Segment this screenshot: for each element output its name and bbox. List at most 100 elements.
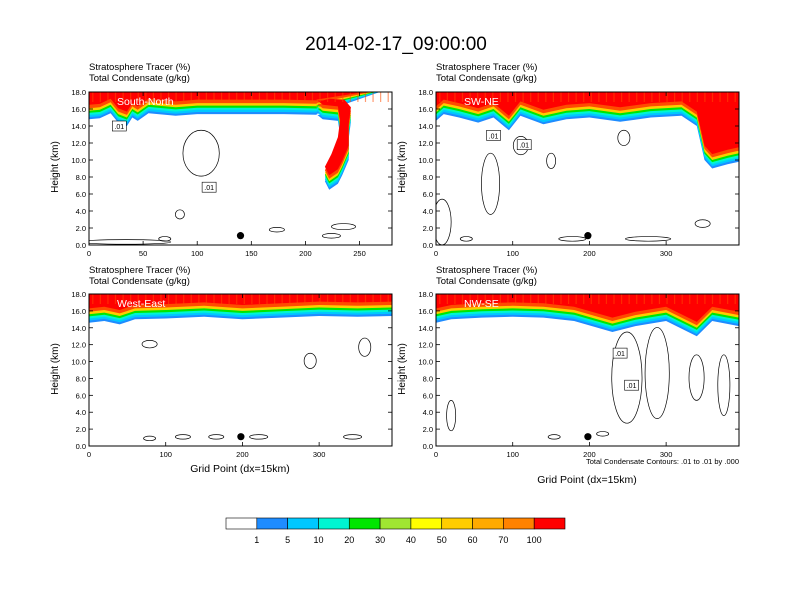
condensate-contour <box>596 431 610 437</box>
panel-subtitle-condensate: Total Condensate (g/kg) <box>89 276 190 287</box>
y-tick-label: 16.0 <box>418 307 433 316</box>
location-marker <box>584 232 592 240</box>
y-tick-label: 4.0 <box>423 408 433 417</box>
y-tick-label: 16.0 <box>418 105 433 114</box>
x-tick-label: 100 <box>506 450 519 459</box>
y-tick-label: 16.0 <box>71 105 86 114</box>
colorbar-label: 60 <box>468 535 478 545</box>
colorbar-box <box>472 517 504 530</box>
y-tick-label: 18.0 <box>71 290 86 299</box>
condensate-contour <box>446 400 457 432</box>
x-tick-label: 200 <box>583 450 596 459</box>
condensate-contour <box>321 233 341 239</box>
x-axis-label: Grid Point (dx=15km) <box>537 474 637 486</box>
x-tick-label: 200 <box>299 249 312 258</box>
colorbar-box <box>256 517 288 530</box>
y-tick-label: 4.0 <box>76 408 86 417</box>
x-tick-label: 250 <box>353 249 366 258</box>
y-tick-label: 4.0 <box>423 207 433 216</box>
contour-label-box <box>201 181 217 193</box>
x-tick-label: 0 <box>87 249 91 258</box>
colorbar-box <box>441 517 473 530</box>
y-axis-label: Height (km) <box>397 141 408 193</box>
contour-label: .01 <box>114 124 124 131</box>
x-tick-label: 300 <box>660 249 673 258</box>
y-axis-label: Height (km) <box>50 141 61 193</box>
y-tick-label: 10.0 <box>418 156 433 165</box>
contour-label: .01 <box>519 143 529 150</box>
y-tick-label: 6.0 <box>423 190 433 199</box>
tracer-band <box>89 294 392 310</box>
y-tick-label: 0.0 <box>76 442 86 451</box>
condensate-contour <box>175 209 185 220</box>
x-tick-label: 50 <box>139 249 147 258</box>
panel-subtitle-tracer: Stratosphere Tracer (%) <box>436 62 537 73</box>
x-tick-label: 100 <box>506 249 519 258</box>
tracer-band <box>436 294 739 322</box>
y-tick-label: 10.0 <box>418 358 433 367</box>
colorbar-label: 100 <box>527 535 542 545</box>
contour-label: .01 <box>627 383 637 390</box>
colorbar: 1 5 10 20 30 40 50 60 70 100 <box>225 517 566 545</box>
condensate-contour <box>717 354 731 416</box>
colorbar-box <box>533 517 566 530</box>
condensate-contour <box>694 219 711 228</box>
plot-frame <box>88 91 393 246</box>
x-tick-label: 300 <box>660 450 673 459</box>
condensate-contour <box>688 354 705 401</box>
panel-subtitle-tracer: Stratosphere Tracer (%) <box>89 62 190 73</box>
y-tick-label: 6.0 <box>423 391 433 400</box>
contour-label: .01 <box>204 185 214 192</box>
panel-west-east: Stratosphere Tracer (%) Total Condensate… <box>50 265 393 475</box>
colorbar-label: 40 <box>406 535 416 545</box>
panel-subtitle-condensate: Total Condensate (g/kg) <box>89 73 190 84</box>
x-tick-label: 200 <box>583 249 596 258</box>
panel-sw-ne: Stratosphere Tracer (%) Total Condensate… <box>397 62 740 258</box>
condensate-contour <box>459 236 473 242</box>
contour-label-box <box>486 130 501 141</box>
y-tick-label: 2.0 <box>423 425 433 434</box>
colorbar-label: 20 <box>344 535 354 545</box>
x-tick-label: 100 <box>191 249 204 258</box>
panel-label: SW-NE <box>464 96 499 108</box>
x-tick-label: 150 <box>245 249 258 258</box>
panel-label: West-East <box>117 298 165 310</box>
condensate-contour <box>547 434 561 440</box>
condensate-contour <box>208 434 225 440</box>
panel-label: South-North <box>117 96 174 108</box>
contour-label: .01 <box>615 351 625 358</box>
colorbar-label: 50 <box>437 535 447 545</box>
plot-frame <box>435 91 740 246</box>
condensate-contour <box>175 434 191 440</box>
condensate-contour <box>158 236 172 242</box>
condensate-contour <box>182 129 220 177</box>
condensate-contour <box>436 198 452 245</box>
contour-label-box <box>112 120 127 132</box>
y-tick-label: 2.0 <box>76 425 86 434</box>
condensate-contour <box>558 236 587 242</box>
y-axis-label: Height (km) <box>50 343 61 395</box>
y-tick-label: 18.0 <box>71 88 86 97</box>
plot-area: .01 .01 NW-SE <box>436 294 739 446</box>
y-tick-label: 6.0 <box>76 391 86 400</box>
y-tick-label: 10.0 <box>71 358 86 367</box>
tracer-band <box>436 92 739 155</box>
condensate-contour <box>481 152 500 215</box>
x-tick-label: 200 <box>236 450 249 459</box>
contour-label-box <box>624 379 639 391</box>
y-tick-label: 12.0 <box>71 139 86 148</box>
contour-label: .01 <box>489 133 499 140</box>
plot-frame <box>435 293 740 447</box>
y-tick-label: 14.0 <box>418 324 433 333</box>
y-tick-label: 0.0 <box>76 241 86 250</box>
contour-note: Total Condensate Contours: .01 to .01 by… <box>586 457 739 466</box>
x-tick-label: 300 <box>313 450 326 459</box>
plot-background <box>89 294 392 446</box>
colorbar-label: 10 <box>313 535 323 545</box>
y-tick-label: 16.0 <box>71 307 86 316</box>
colorbar-label: 5 <box>285 535 290 545</box>
condensate-contour <box>611 331 643 424</box>
y-tick-label: 14.0 <box>71 324 86 333</box>
y-axis-label: Height (km) <box>397 343 408 395</box>
